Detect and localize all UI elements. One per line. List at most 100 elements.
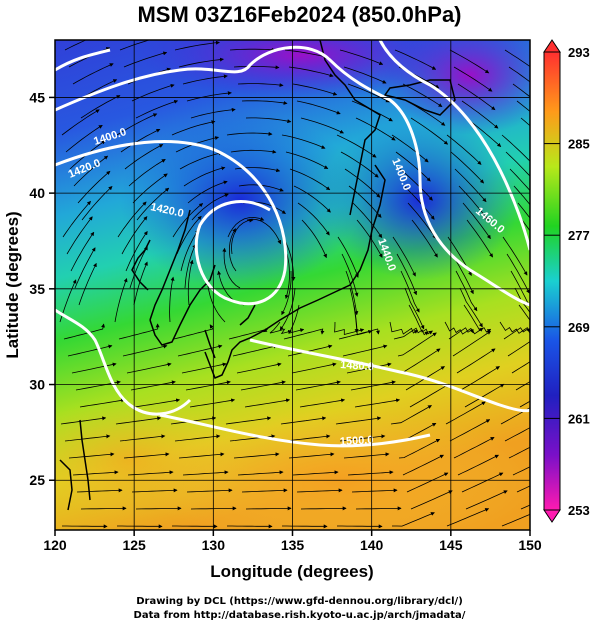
streamline [347,470,394,476]
streamline [122,344,168,357]
colorbar-min-triangle [543,509,561,523]
streamline [392,236,416,277]
streamline [132,173,168,204]
coastlines [59,40,456,511]
streamline [287,344,333,357]
streamline [390,405,432,425]
streamline [123,51,168,68]
streamline [284,253,290,300]
streamline [351,488,398,493]
y-tick-label: 30 [29,377,45,393]
streamline [189,398,236,408]
streamline [279,287,296,331]
streamline [409,383,450,408]
streamline [345,270,359,316]
streamline [237,83,284,88]
streamline [516,100,530,112]
streamline [513,185,530,206]
streamline [78,262,97,306]
streamline [461,100,499,129]
streamline [241,100,288,105]
streamline [296,488,343,493]
streamline [509,168,530,192]
streamline [516,485,530,493]
streamline [459,287,483,328]
streamline [229,228,237,272]
streamline [464,383,505,408]
x-tick-label: 150 [518,537,542,553]
streamline [185,380,231,391]
streamline [182,74,228,85]
streamline [80,95,121,119]
streamline [404,287,425,330]
streamline [346,362,392,374]
streamline [456,348,496,374]
y-tick-label: 40 [29,185,45,201]
streamline [450,151,485,184]
streamline [292,83,338,96]
streamline [179,151,223,170]
y-axis: 25 30 35 40 45 [29,89,55,488]
credit-drawing: Drawing by DCL (https://www.gfd-dennou.o… [136,596,463,607]
streamline [508,66,530,83]
streamline [135,506,182,511]
streamline [392,512,435,527]
streamline [74,247,96,289]
x-tick-label: 130 [202,537,226,553]
streamline [403,185,435,220]
contour-label: 1480.0 [340,359,374,373]
streamline [236,362,282,374]
streamline [186,91,232,102]
streamline [299,398,346,408]
streamline [410,490,453,510]
streamline [288,66,334,78]
y-tick-label: 25 [29,472,45,488]
x-tick-label: 140 [360,537,384,553]
streamline [344,168,381,198]
streamline [511,361,530,374]
streamline [187,259,194,306]
streamline [507,341,530,357]
streamline [119,40,151,51]
height-contours [55,40,530,448]
streamline [466,219,493,258]
streamline [135,99,179,119]
streamline [81,186,113,221]
streamline [296,100,341,115]
colorbar-tick-label: 285 [568,137,590,152]
streamline [171,120,216,136]
streamline [300,117,345,134]
streamline [246,218,282,245]
streamline [120,128,161,153]
streamline [514,287,530,314]
streamline [300,506,347,511]
streamline [285,151,329,169]
streamline [347,83,390,103]
temperature-field [55,40,530,530]
streamline [240,380,286,391]
grid [55,40,530,530]
streamline [73,155,109,187]
streamline [281,270,292,316]
streamline [512,83,530,98]
streamline [407,202,437,239]
streamline [241,488,288,493]
streamline [517,202,530,219]
streamline [518,304,530,321]
streamline [173,324,214,340]
streamline [125,230,148,272]
streamline [402,454,444,476]
streamline [444,321,474,335]
streamline [72,470,119,476]
y-tick-label: 35 [29,281,45,297]
streamline [71,362,117,374]
colorbar-tick-label: 253 [568,503,590,518]
streamline [397,332,437,357]
streamline [181,362,227,374]
streamline [121,216,148,255]
streamline [116,113,158,136]
streamline [339,434,386,442]
colorbar-tick-label: 293 [568,45,590,60]
streamline [398,438,441,459]
streamline [186,488,233,493]
